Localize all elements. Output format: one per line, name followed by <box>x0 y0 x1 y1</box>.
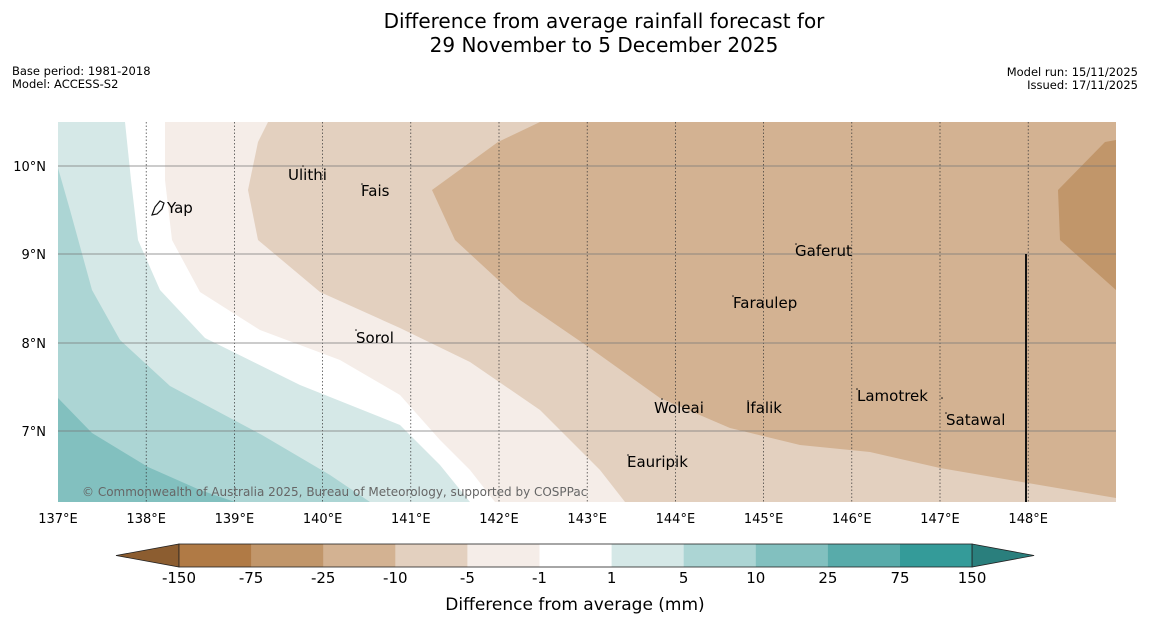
place-faraulep: Faraulep <box>733 294 797 312</box>
legend-tick-label: -75 <box>239 569 264 587</box>
place-gaferut: Gaferut <box>795 242 852 260</box>
place-satawal: Satawal <box>946 411 1005 429</box>
islands <box>151 165 947 456</box>
legend-tick-label: -10 <box>383 569 408 587</box>
place-sorol: Sorol <box>356 329 394 347</box>
legend-ticks: -150 -75 -25 -10 -5 -1 1 5 10 25 75 150 <box>162 569 986 587</box>
lon-label: 139°E <box>215 512 255 527</box>
run-info: Model run: 15/11/2025 Issued: 17/11/2025 <box>1007 66 1138 91</box>
lon-label: 144°E <box>656 512 696 527</box>
chart-title: Difference from average rainfall forecas… <box>0 9 1150 57</box>
lon-label: 146°E <box>832 512 872 527</box>
color-legend <box>115 543 1035 568</box>
lat-label-7n: 7°N <box>22 425 47 440</box>
issued-date: Issued: 17/11/2025 <box>1027 77 1138 92</box>
legend-tick-label: -1 <box>532 569 547 587</box>
legend-swatch <box>323 544 396 567</box>
yap-island-icon <box>151 200 165 216</box>
band-5-10 <box>58 168 370 502</box>
lon-label: 142°E <box>479 512 519 527</box>
place-ifalik: Ifalik <box>746 399 782 417</box>
legend-swatch <box>179 544 252 567</box>
lon-label: 147°E <box>920 512 960 527</box>
lon-label: 138°E <box>126 512 166 527</box>
model-name: Model: ACCESS-S2 <box>12 76 119 91</box>
legend-tick-label: 75 <box>890 569 909 587</box>
latitude-labels: 10°N 9°N 8°N 7°N <box>13 160 46 440</box>
lon-label: 148°E <box>1008 512 1048 527</box>
lon-label: 141°E <box>391 512 431 527</box>
legend-tick-label: -150 <box>162 569 196 587</box>
legend-title: Difference from average (mm) <box>445 595 704 615</box>
legend-tick-label: 1 <box>607 569 617 587</box>
place-woleai: Woleai <box>654 399 704 417</box>
legend-extend-high <box>971 543 1035 568</box>
legend-swatch <box>900 544 973 567</box>
longitude-labels: 137°E 138°E 139°E 140°E 141°E 142°E 143°E 144°E… <box>38 512 1048 527</box>
lat-label-9n: 9°N <box>22 248 47 263</box>
model-run: Model run: 15/11/2025 <box>1006 65 1138 79</box>
base-period: Base period: 1981-2018 <box>12 64 151 78</box>
legend-tick-label: -5 <box>460 569 475 587</box>
lon-label: 143°E <box>567 512 607 527</box>
lat-label-10n: 10°N <box>13 160 46 175</box>
band-neg75-neg25 <box>1058 140 1116 290</box>
title-line-2: 29 November to 5 December 2025 <box>429 33 779 57</box>
legend-swatch <box>755 544 829 567</box>
lat-label-8n: 8°N <box>22 337 47 352</box>
place-eauripik: Eauripik <box>627 453 688 471</box>
place-labels: Ulithi Fais Yap Gaferut Faraulep Sorol L… <box>166 166 1005 471</box>
legend-tick-label: 10 <box>746 569 765 587</box>
legend-extend-low <box>115 543 180 568</box>
legend-swatch <box>683 544 757 567</box>
place-lamotrek: Lamotrek <box>857 387 928 405</box>
legend-swatch <box>611 544 685 567</box>
legend-tick-label: -25 <box>311 569 336 587</box>
legend-tick-label: 25 <box>818 569 837 587</box>
legend-swatch <box>827 544 901 567</box>
legend-swatch <box>467 544 540 567</box>
legend-frame <box>178 543 973 568</box>
band-10-25 <box>58 398 235 502</box>
lon-label: 145°E <box>744 512 784 527</box>
graticule <box>58 122 1116 502</box>
legend-swatch <box>395 544 468 567</box>
base-info: Base period: 1981-2018 Model: ACCESS-S2 <box>12 65 151 90</box>
place-yap: Yap <box>166 199 193 217</box>
title-line-1: Difference from average rainfall forecas… <box>383 9 825 33</box>
legend-tick-label: 150 <box>958 569 987 587</box>
lon-label: 140°E <box>303 512 343 527</box>
place-fais: Fais <box>361 182 390 200</box>
legend-tick-label: 5 <box>679 569 689 587</box>
lon-label: 137°E <box>38 512 78 527</box>
copyright-notice: © Commonwealth of Australia 2025, Bureau… <box>82 485 587 499</box>
place-ulithi: Ulithi <box>288 166 327 184</box>
legend-swatch <box>539 544 613 567</box>
legend-swatch <box>251 544 324 567</box>
